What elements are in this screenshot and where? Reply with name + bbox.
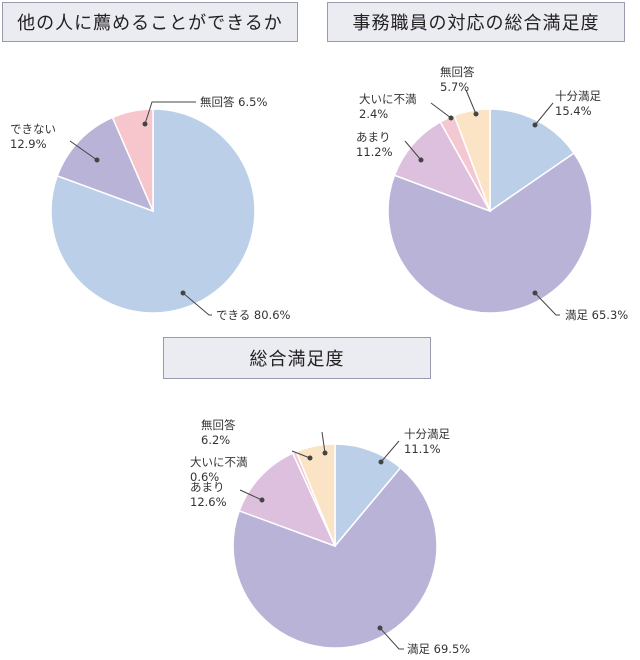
leader-dot-chart3-5	[322, 450, 328, 456]
pie-slice-chart2-2	[387, 152, 593, 314]
pie-slice-chart3-5	[295, 443, 336, 547]
slice-label-chart2-5: 無回答	[440, 65, 475, 79]
slice-value-chart1-2: 12.9%	[10, 137, 47, 151]
chart-title-overall: 総合満足度	[163, 337, 431, 379]
leader-line-chart2-2	[534, 292, 560, 316]
leader-dot-chart3-1	[378, 459, 384, 465]
pie-slice-chart3-1	[334, 443, 402, 549]
chart-title-recommend: 他の人に薦めることができるか	[2, 2, 298, 42]
slice-label-chart2-4: 大いに不満	[359, 92, 417, 106]
slice-label-chart2-1: 十分満足	[555, 89, 601, 103]
slice-label-chart1-3: 無回答 6.5%	[200, 95, 267, 109]
chart-title-staff: 事務職員の対応の総合満足度	[327, 2, 625, 42]
leader-dot-chart3-2	[377, 625, 383, 631]
slice-label-chart2-2: 満足 65.3%	[565, 308, 628, 322]
leader-dot-chart2-5	[473, 111, 479, 117]
leader-line-chart2-3	[404, 140, 422, 161]
pie-slice-chart2-3	[393, 120, 492, 213]
leader-line-chart2-1	[534, 102, 554, 126]
leader-line-chart3-4	[291, 450, 311, 459]
leader-dot-chart1-2	[94, 157, 100, 163]
pie-slice-chart3-3	[238, 452, 337, 548]
slice-value-chart3-4: 0.6%	[190, 470, 219, 484]
leader-line-chart2-5	[465, 89, 477, 115]
leader-line-chart3-1	[380, 440, 400, 463]
pie-slice-chart2-1	[489, 108, 576, 213]
pie-slice-chart3-2	[232, 466, 438, 649]
leader-line-chart2-4	[430, 102, 452, 119]
leader-dot-chart2-4	[448, 115, 454, 121]
leader-line-chart3-5	[321, 431, 326, 454]
slice-label-chart1-1: できる 80.6%	[216, 308, 291, 322]
slice-label-chart3-4: 大いに不満	[190, 455, 248, 469]
leader-dot-chart1-1	[180, 290, 186, 296]
leader-dot-chart1-3	[142, 121, 148, 127]
slice-label-chart3-3: あまり	[190, 480, 225, 494]
leader-line-chart3-3	[239, 489, 263, 501]
leader-dot-chart2-2	[532, 290, 538, 296]
slice-value-chart3-3: 12.6%	[190, 495, 227, 509]
leader-line-chart3-2	[379, 627, 404, 650]
slice-value-chart3-5: 6.2%	[201, 433, 230, 447]
slice-value-chart2-4: 2.4%	[359, 107, 388, 121]
slice-label-chart1-2: できない	[10, 122, 56, 136]
slice-label-chart3-1: 十分満足	[404, 427, 450, 441]
slice-value-chart2-1: 15.4%	[555, 104, 592, 118]
leader-line-chart1-2	[69, 140, 98, 161]
slice-label-chart2-3: あまり	[356, 130, 391, 144]
pie-slice-chart1-2	[56, 116, 155, 213]
pie-slice-chart2-5	[453, 108, 491, 212]
slice-label-chart3-2: 満足 69.5%	[407, 642, 470, 656]
slice-label-chart3-5: 無回答	[201, 418, 236, 432]
leader-dot-chart3-3	[259, 497, 265, 503]
leader-line-chart1-1	[182, 292, 212, 316]
slice-value-chart2-3: 11.2%	[356, 145, 393, 159]
leader-dot-chart2-3	[418, 157, 424, 163]
slice-value-chart3-1: 11.1%	[404, 442, 441, 456]
pie-slice-chart1-3	[111, 108, 154, 212]
leader-dot-chart2-1	[532, 122, 538, 128]
leader-line-chart1-3	[144, 101, 196, 125]
leader-dot-chart3-4	[307, 455, 313, 461]
slice-value-chart2-5: 5.7%	[440, 80, 469, 94]
